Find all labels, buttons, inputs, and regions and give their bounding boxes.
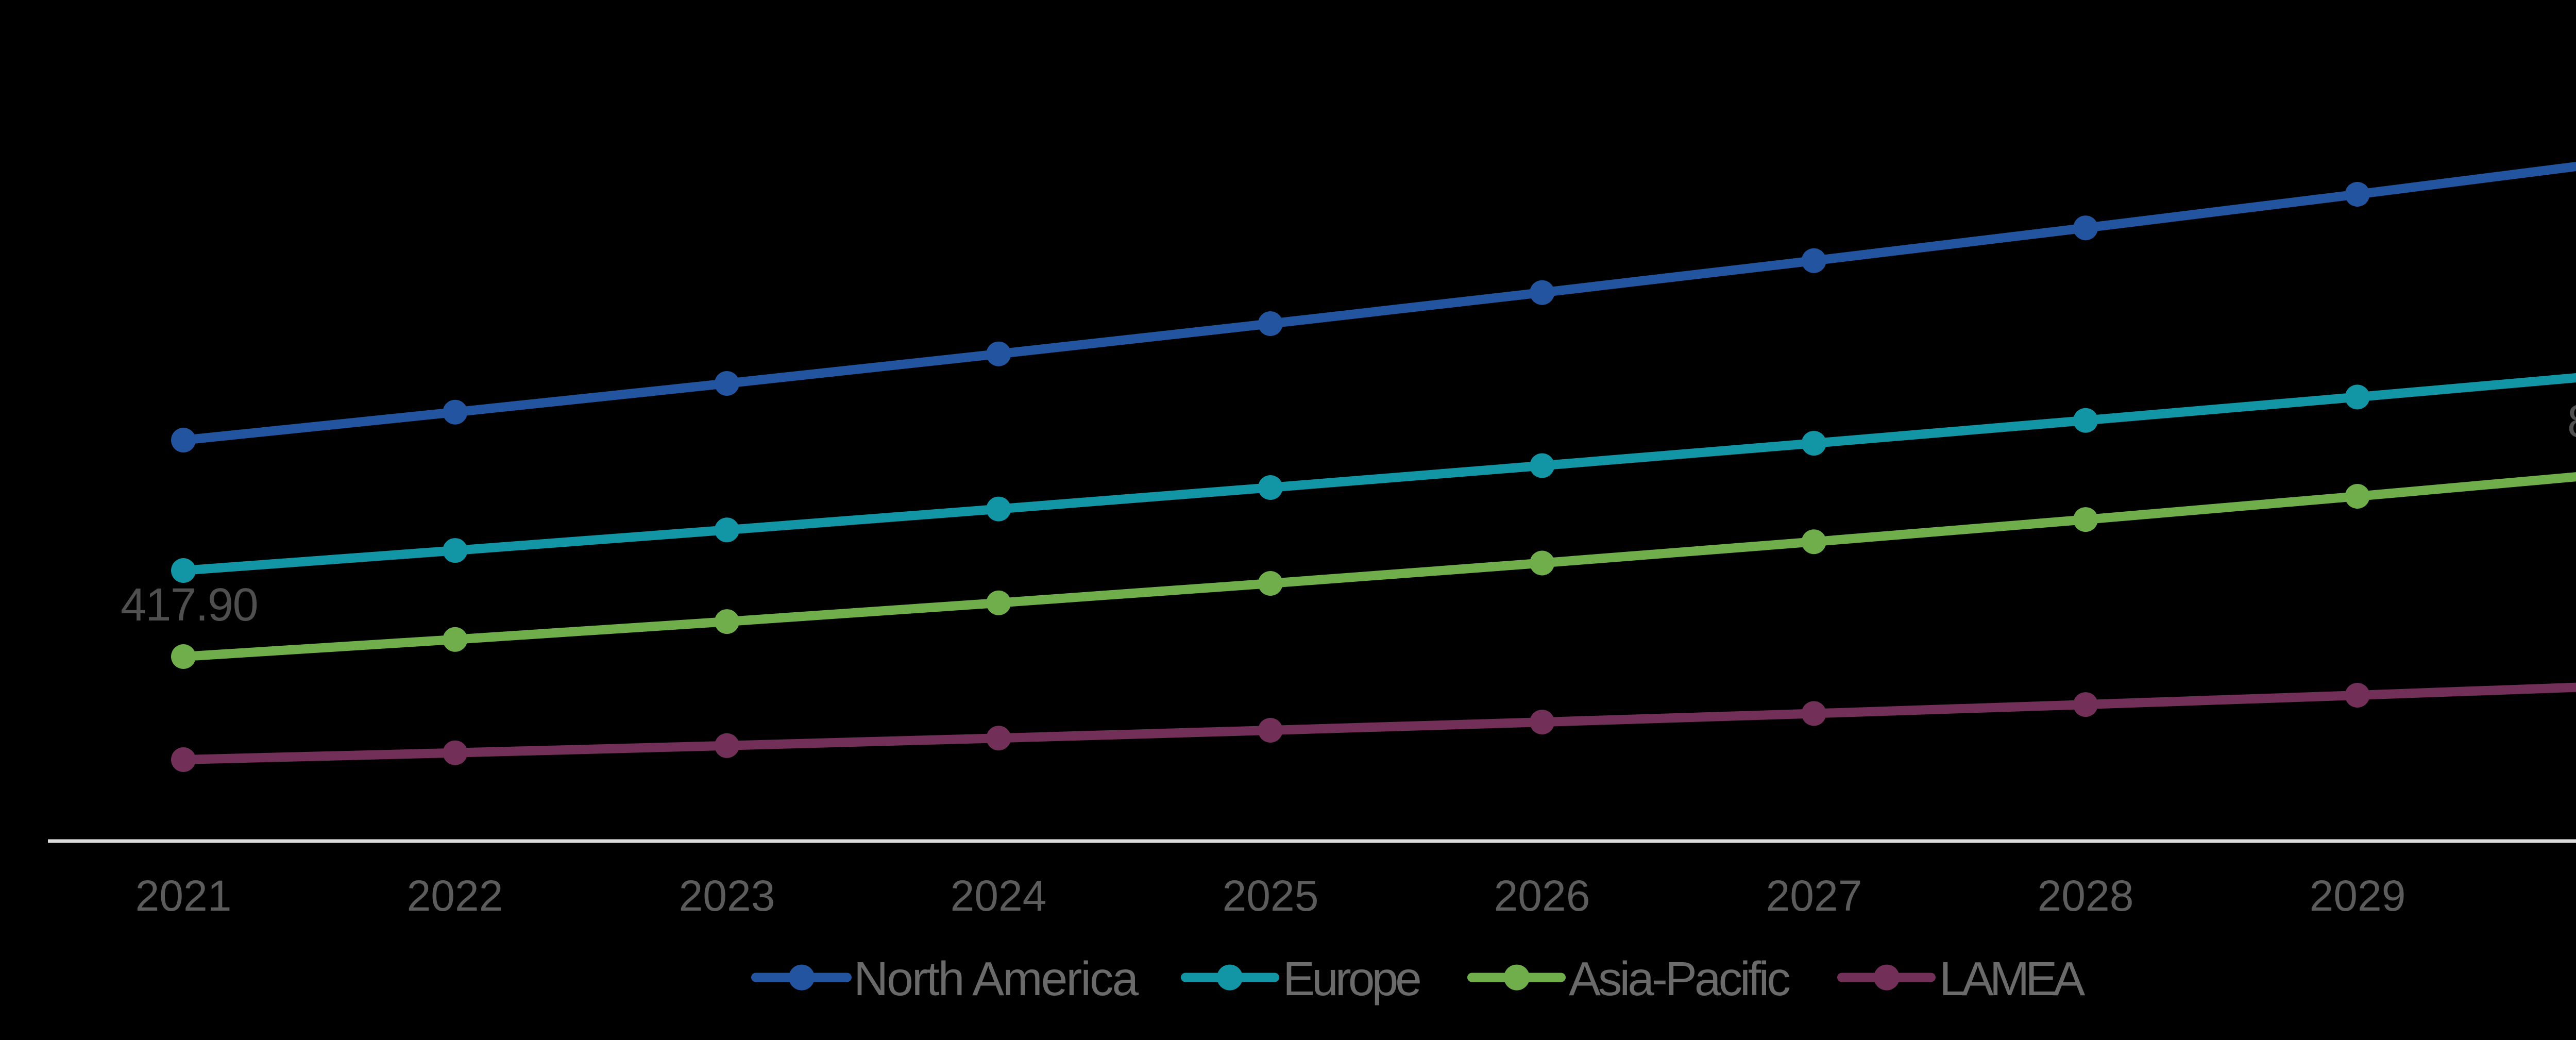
svg-text:LAMEA: LAMEA bbox=[1939, 952, 2085, 1005]
svg-text:2027: 2027 bbox=[1766, 871, 1862, 920]
svg-text:417.90: 417.90 bbox=[121, 579, 258, 631]
svg-text:Asia-Pacific: Asia-Pacific bbox=[1569, 952, 1790, 1005]
svg-text:2025: 2025 bbox=[1223, 871, 1319, 920]
svg-text:2029: 2029 bbox=[2310, 871, 2406, 920]
svg-text:2028: 2028 bbox=[2038, 871, 2134, 920]
svg-text:836.80: 836.80 bbox=[2567, 396, 2576, 447]
svg-text:Europe: Europe bbox=[1283, 952, 1420, 1005]
svg-text:2024: 2024 bbox=[951, 871, 1047, 920]
svg-text:2026: 2026 bbox=[1494, 871, 1590, 920]
svg-text:2022: 2022 bbox=[407, 871, 503, 920]
svg-text:2023: 2023 bbox=[679, 871, 775, 920]
svg-text:2021: 2021 bbox=[135, 871, 232, 920]
svg-text:North America: North America bbox=[854, 952, 1139, 1005]
